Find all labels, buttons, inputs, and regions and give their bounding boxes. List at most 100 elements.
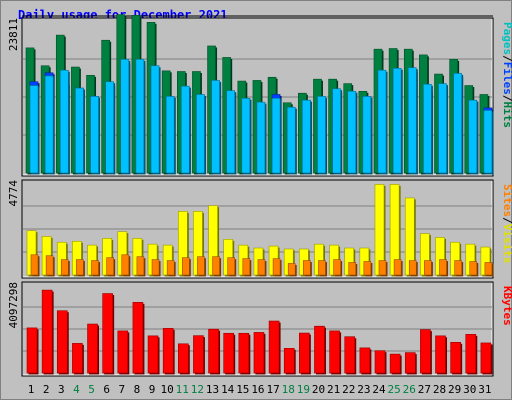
- bar-files: [468, 99, 478, 174]
- legend-label: KBytes: [501, 286, 512, 326]
- bar-files: [286, 106, 296, 174]
- x-tick-label: 11: [176, 383, 189, 396]
- bar-kbytes: [465, 334, 477, 374]
- legend-label: Pages/Files/Hits: [501, 22, 512, 128]
- x-tick-label: 22: [342, 383, 355, 396]
- x-tick-label: 17: [266, 383, 279, 396]
- bar-files: [29, 85, 39, 174]
- bar-files: [75, 87, 84, 174]
- legend-files: Files: [501, 62, 512, 95]
- bar-kbytes: [389, 353, 401, 374]
- bar-sites: [166, 260, 175, 276]
- bar-files: [483, 110, 493, 174]
- bar-files: [59, 69, 69, 174]
- panel-3: 4097298 KBytes: [7, 281, 512, 377]
- bar-kbytes: [223, 332, 234, 374]
- bar-kbytes: [208, 328, 219, 374]
- bar-kbytes: [178, 343, 189, 374]
- bar-kbytes: [314, 325, 325, 374]
- max-value-label: 4097298: [7, 282, 20, 328]
- bar-sites: [212, 256, 220, 276]
- x-axis-labels: 1 2 3 4 5 6 7 8 9 10 11 12 13 14 15 16 17 18 19 20 21 22 23 24 2…: [28, 383, 492, 396]
- bar-sites: [348, 262, 357, 276]
- bar-sites: [106, 257, 114, 276]
- bar-files: [256, 101, 266, 174]
- bar-sites: [242, 258, 251, 276]
- bar-files: [135, 59, 145, 174]
- x-tick-label: 26: [403, 383, 416, 396]
- bar-kbytes: [26, 327, 38, 374]
- bar-sites: [287, 263, 296, 276]
- bar-sites: [333, 259, 341, 276]
- legend-separator: /: [501, 55, 512, 62]
- bar-sites: [424, 260, 432, 276]
- bar-sites: [182, 257, 190, 276]
- bar-files: [423, 83, 432, 174]
- bar-sites: [363, 261, 372, 276]
- x-tick-label: 1: [28, 383, 35, 396]
- bar-kbytes: [359, 347, 371, 374]
- x-tick-label: 30: [463, 383, 476, 396]
- bar-files: [271, 98, 281, 174]
- bar-files: [362, 96, 372, 174]
- bar-files: [407, 67, 417, 174]
- bar-kbytes: [450, 341, 461, 374]
- legend-kbytes: KBytes: [501, 286, 512, 326]
- bar-kbytes: [420, 329, 431, 374]
- bar-kbytes: [253, 332, 265, 374]
- bar-sites: [454, 260, 462, 276]
- bar-files: [181, 85, 190, 174]
- x-tick-label: 6: [103, 383, 110, 396]
- bar-sites: [469, 261, 478, 276]
- x-tick-label: 25: [387, 383, 400, 396]
- bar-kbytes: [238, 332, 250, 374]
- bar-sites: [439, 259, 447, 276]
- bar-kbytes: [404, 352, 416, 374]
- bar-kbytes: [193, 335, 204, 374]
- bar-kbytes: [117, 330, 129, 374]
- legend-separator: /: [501, 95, 512, 102]
- bar-sites: [408, 260, 417, 276]
- x-tick-label: 21: [327, 383, 340, 396]
- bar-files: [241, 98, 251, 174]
- bar-kbytes: [102, 293, 113, 374]
- legend-separator: /: [501, 217, 512, 224]
- x-tick-label: 15: [236, 383, 249, 396]
- bar-kbytes: [41, 289, 53, 374]
- bar-kbytes: [72, 343, 83, 374]
- bar-sites: [227, 257, 235, 276]
- max-value-label: 23811: [7, 18, 20, 51]
- bar-sites: [30, 254, 39, 276]
- bar-sites: [60, 259, 69, 276]
- bar-files: [317, 96, 326, 174]
- bar-files: [44, 75, 54, 174]
- bar-sites: [272, 258, 281, 276]
- bar-kbytes: [344, 336, 356, 374]
- bar-sites: [393, 259, 402, 276]
- x-tick-label: 13: [206, 383, 219, 396]
- bar-sites: [121, 254, 130, 276]
- legend-hits: Hits: [501, 102, 512, 129]
- chart-panels: 23811Pages/Files/Hits4774Sites/Visits409…: [7, 14, 512, 396]
- bar-sites: [257, 259, 266, 276]
- bar-sites: [484, 262, 493, 276]
- legend-pages: Pages: [501, 22, 512, 55]
- bar-kbytes: [435, 335, 446, 374]
- x-tick-label: 8: [134, 383, 141, 396]
- bar-files: [165, 96, 175, 174]
- bar-files: [438, 83, 447, 174]
- max-value-label: 4774: [7, 180, 20, 207]
- x-tick-label: 2: [43, 383, 50, 396]
- bar-files: [120, 59, 130, 174]
- bar-files: [347, 90, 357, 174]
- panel-2: 4774 Sites/Visits: [7, 179, 512, 279]
- legend-visits: Visits: [501, 224, 512, 264]
- x-tick-label: 9: [149, 383, 156, 396]
- bar-kbytes: [132, 302, 144, 374]
- bar-kbytes: [299, 332, 310, 374]
- x-tick-label: 5: [88, 383, 95, 396]
- bar-files: [105, 81, 114, 174]
- x-tick-label: 7: [118, 383, 125, 396]
- bar-sites: [318, 260, 326, 276]
